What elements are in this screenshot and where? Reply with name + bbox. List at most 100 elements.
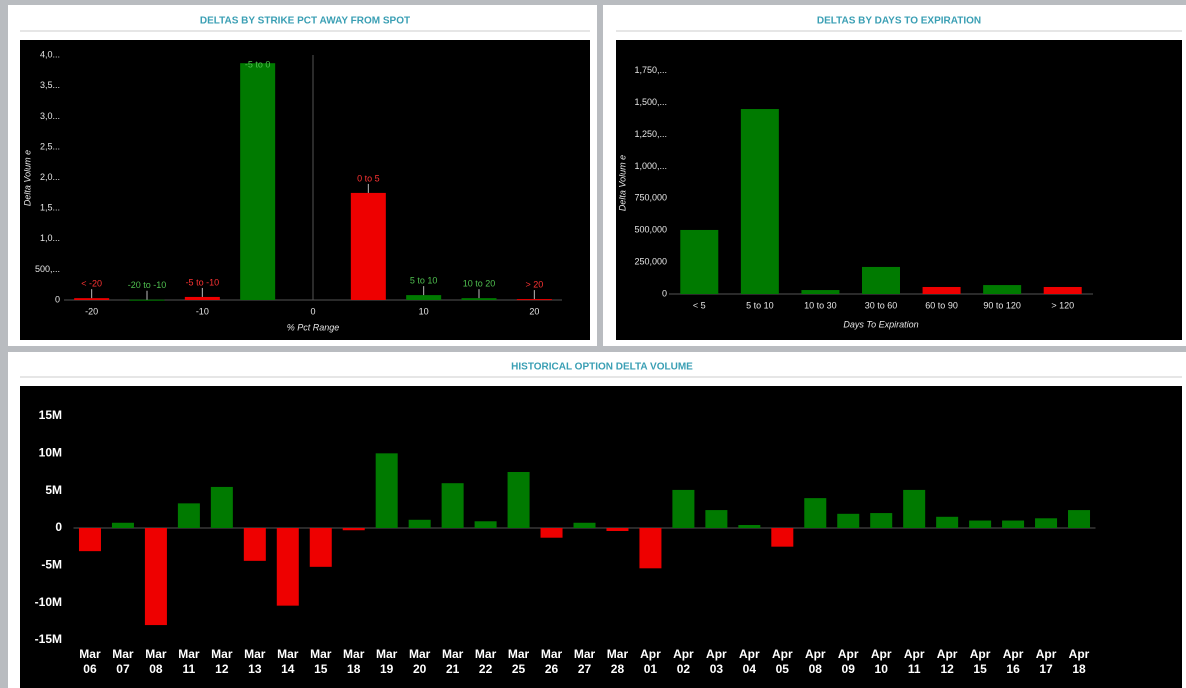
y-tick-label: 3,5... [40, 80, 60, 90]
x-tick-label: Apr 17 [1036, 647, 1057, 676]
x-tick-label: 30 to 60 [865, 300, 898, 310]
x-tick-label: 5 to 10 [746, 300, 774, 310]
x-tick-label: Apr 05 [772, 647, 793, 676]
x-tick-label: 60 to 90 [925, 300, 958, 310]
bar [309, 528, 332, 567]
chart-title: HISTORICAL OPTION DELTA VOLUME [511, 362, 693, 373]
data-label: 0 to 5 [357, 173, 380, 183]
bar [738, 525, 761, 528]
x-tick-label: < 5 [693, 300, 706, 310]
bar [771, 528, 794, 547]
bar [672, 489, 695, 528]
bar [441, 483, 464, 528]
y-tick-label: 750,000 [634, 193, 667, 203]
bar [983, 285, 1022, 294]
bar [936, 516, 959, 528]
x-tick-label: 10 [419, 306, 429, 316]
x-tick-label: Apr 01 [640, 647, 661, 676]
y-tick-label: 10M [39, 446, 62, 460]
bar [639, 528, 662, 569]
bar [540, 528, 563, 538]
data-label: > 20 [525, 279, 543, 289]
plot-area [616, 40, 1182, 340]
y-tick-label: 2,0... [40, 172, 60, 182]
x-axis-label: % Pct Range [287, 322, 340, 332]
bar [276, 528, 299, 606]
x-tick-label: Mar 25 [508, 647, 530, 676]
data-label: < -20 [81, 279, 102, 289]
x-tick-label: Mar 08 [145, 647, 167, 676]
bar [606, 528, 629, 531]
plot-area [20, 386, 1182, 688]
bar [144, 528, 167, 626]
bar [74, 298, 110, 300]
y-tick-label: 0 [662, 288, 667, 298]
x-tick-label: 0 [310, 306, 315, 316]
bar [1035, 518, 1058, 528]
x-tick-label: Mar 15 [310, 647, 332, 676]
bar [1068, 510, 1091, 528]
x-tick-label: Mar 27 [574, 647, 596, 676]
bar [474, 521, 497, 528]
bar [507, 472, 530, 528]
bar [375, 453, 398, 528]
y-axis-label: Delta Volum e [22, 150, 32, 206]
x-tick-label: > 120 [1051, 300, 1074, 310]
bar [210, 486, 233, 528]
x-tick-label: Apr 11 [904, 647, 925, 676]
bar [516, 299, 552, 301]
x-axis-label: Days To Expiration [843, 319, 918, 329]
x-tick-label: Mar 11 [178, 647, 200, 676]
y-tick-label: 2,5... [40, 141, 60, 151]
x-tick-label: 90 to 120 [983, 300, 1021, 310]
bar [177, 503, 200, 528]
y-tick-label: -15M [35, 632, 62, 646]
x-tick-label: Mar 14 [277, 647, 299, 676]
bar [922, 286, 961, 294]
x-tick-label: 10 to 30 [804, 300, 837, 310]
y-axis-label: Delta Volum e [617, 155, 627, 211]
y-tick-label: -10M [35, 595, 62, 609]
x-tick-label: Apr 04 [739, 647, 760, 676]
x-tick-label: -10 [196, 306, 209, 316]
data-label: -5 to 0 [245, 59, 271, 69]
y-tick-label: 1,5... [40, 203, 60, 213]
bar [740, 109, 779, 294]
y-tick-label: 1,750,... [634, 65, 667, 75]
x-tick-label: Apr 02 [673, 647, 694, 676]
bar [903, 489, 926, 528]
x-tick-label: Apr 18 [1069, 647, 1090, 676]
data-label: 10 to 20 [463, 279, 496, 289]
bar [1002, 520, 1025, 528]
y-tick-label: 4,0... [40, 50, 60, 60]
x-tick-label: Apr 09 [838, 647, 859, 676]
y-tick-label: 500,000 [634, 225, 667, 235]
bar [184, 296, 220, 300]
x-tick-label: Mar 18 [343, 647, 365, 676]
x-tick-label: Mar 13 [244, 647, 266, 676]
bar [342, 528, 365, 531]
x-tick-label: Mar 12 [211, 647, 233, 676]
x-tick-label: Mar 07 [112, 647, 134, 676]
bar [804, 498, 827, 528]
x-tick-label: Mar 20 [409, 647, 431, 676]
x-tick-label: Apr 16 [1003, 647, 1024, 676]
y-tick-label: 3,0... [40, 111, 60, 121]
bar [870, 513, 893, 528]
x-tick-label: Apr 12 [937, 647, 958, 676]
y-tick-label: 1,0... [40, 233, 60, 243]
y-tick-label: 0 [55, 520, 62, 534]
x-tick-label: Mar 26 [541, 647, 563, 676]
bar [573, 522, 596, 528]
x-tick-label: Apr 10 [871, 647, 892, 676]
bar [408, 519, 431, 528]
bar [680, 229, 719, 294]
bar [862, 266, 900, 294]
bar [350, 192, 386, 300]
bar [1043, 286, 1082, 294]
bar [461, 298, 497, 300]
x-tick-label: -20 [85, 306, 98, 316]
x-tick-label: Mar 21 [442, 647, 464, 676]
